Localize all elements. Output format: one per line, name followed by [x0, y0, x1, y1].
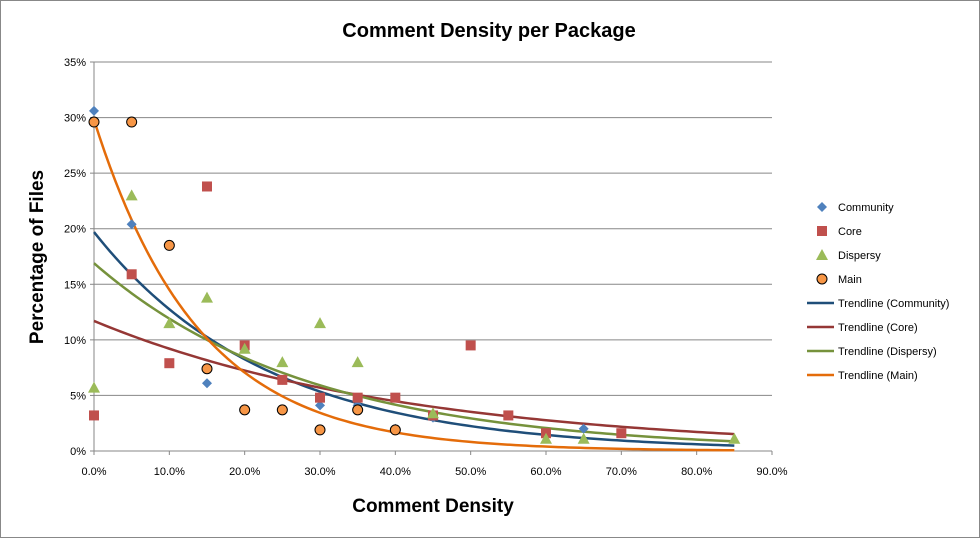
x-tick-label: 90.0% — [756, 466, 787, 478]
point-main — [389, 424, 401, 436]
legend-label-trendline: Trendline (Core) — [838, 322, 918, 334]
point-dispersy — [540, 432, 552, 444]
legend-marker-community — [817, 202, 827, 212]
point-core — [390, 392, 401, 403]
point-community — [126, 219, 137, 230]
y-tick-label: 20% — [64, 224, 86, 236]
legend-label-core: Core — [838, 226, 862, 238]
legend-label-dispersy: Dispersy — [838, 250, 881, 262]
point-community — [202, 378, 212, 389]
legend-label-main: Main — [838, 274, 862, 286]
y-tick-label: 35% — [64, 57, 86, 69]
point-main — [314, 424, 326, 436]
point-community — [315, 400, 325, 411]
point-community — [89, 105, 99, 116]
point-dispersy — [728, 432, 741, 444]
legend-label-trendline: Trendline (Community) — [838, 298, 949, 310]
y-tick-label: 15% — [64, 279, 86, 291]
point-core — [352, 392, 363, 403]
point-core — [89, 410, 99, 421]
point-dispersy — [427, 407, 439, 419]
y-tick-label: 25% — [64, 168, 86, 180]
y-tick-label: 0% — [70, 446, 86, 458]
point-dispersy — [314, 317, 326, 329]
y-tick-label: 30% — [64, 113, 86, 125]
point-community — [578, 423, 589, 434]
legend: Community Core Dispersy Main Trendline (Comm… — [807, 202, 949, 382]
point-dispersy — [238, 342, 251, 354]
legend-label-trendline: Trendline (Dispersy) — [838, 346, 937, 358]
point-main — [276, 404, 288, 416]
legend-marker-dispersy — [816, 249, 828, 260]
x-tick-label: 80.0% — [681, 466, 712, 478]
trendline-trendline-community — [93, 231, 735, 447]
point-core — [315, 392, 325, 403]
point-core — [277, 374, 288, 385]
x-tick-label: 40.0% — [380, 466, 411, 478]
point-main — [88, 116, 100, 128]
plot-area: 0% 5% 10% 15% 20% 25% 30% 35% 0.0% 10.0% 20.0% 30.0… — [64, 57, 788, 478]
point-main — [352, 404, 364, 416]
legend-label-trendline: Trendline (Main) — [838, 370, 918, 382]
point-core — [465, 340, 476, 351]
trendline-trendline-core — [93, 319, 735, 436]
x-tick-label: 70.0% — [606, 466, 637, 478]
legend-marker-main — [816, 273, 828, 285]
point-dispersy — [577, 432, 590, 444]
point-main — [239, 404, 251, 416]
legend-marker-core — [817, 226, 827, 236]
point-dispersy — [201, 291, 213, 303]
point-main — [163, 239, 175, 251]
point-core — [503, 410, 514, 421]
point-core — [616, 428, 627, 439]
trendline-trendline-main — [92, 119, 735, 452]
point-core — [126, 269, 137, 280]
point-main — [201, 363, 213, 375]
trendline-trendline-dispersy — [93, 262, 735, 443]
chart-title: Comment Density per Package — [342, 20, 635, 42]
legend-label-community: Community — [838, 202, 894, 214]
point-core — [202, 181, 212, 192]
point-dispersy — [276, 356, 289, 368]
y-axis-title: Percentage of Files — [27, 170, 48, 344]
point-dispersy — [125, 189, 138, 201]
point-dispersy — [88, 381, 100, 393]
x-tick-label: 60.0% — [530, 466, 561, 478]
point-dispersy — [351, 356, 364, 368]
point-dispersy — [163, 317, 176, 329]
x-tick-label: 50.0% — [455, 466, 486, 478]
x-axis-title: Comment Density — [352, 496, 514, 517]
point-main — [126, 116, 138, 128]
y-tick-label: 10% — [64, 335, 86, 347]
y-tick-label: 5% — [70, 390, 86, 402]
x-tick-label: 10.0% — [154, 466, 185, 478]
x-tick-label: 20.0% — [229, 466, 260, 478]
x-tick-label: 0.0% — [81, 466, 106, 478]
x-tick-label: 30.0% — [304, 466, 335, 478]
point-core — [164, 358, 175, 369]
